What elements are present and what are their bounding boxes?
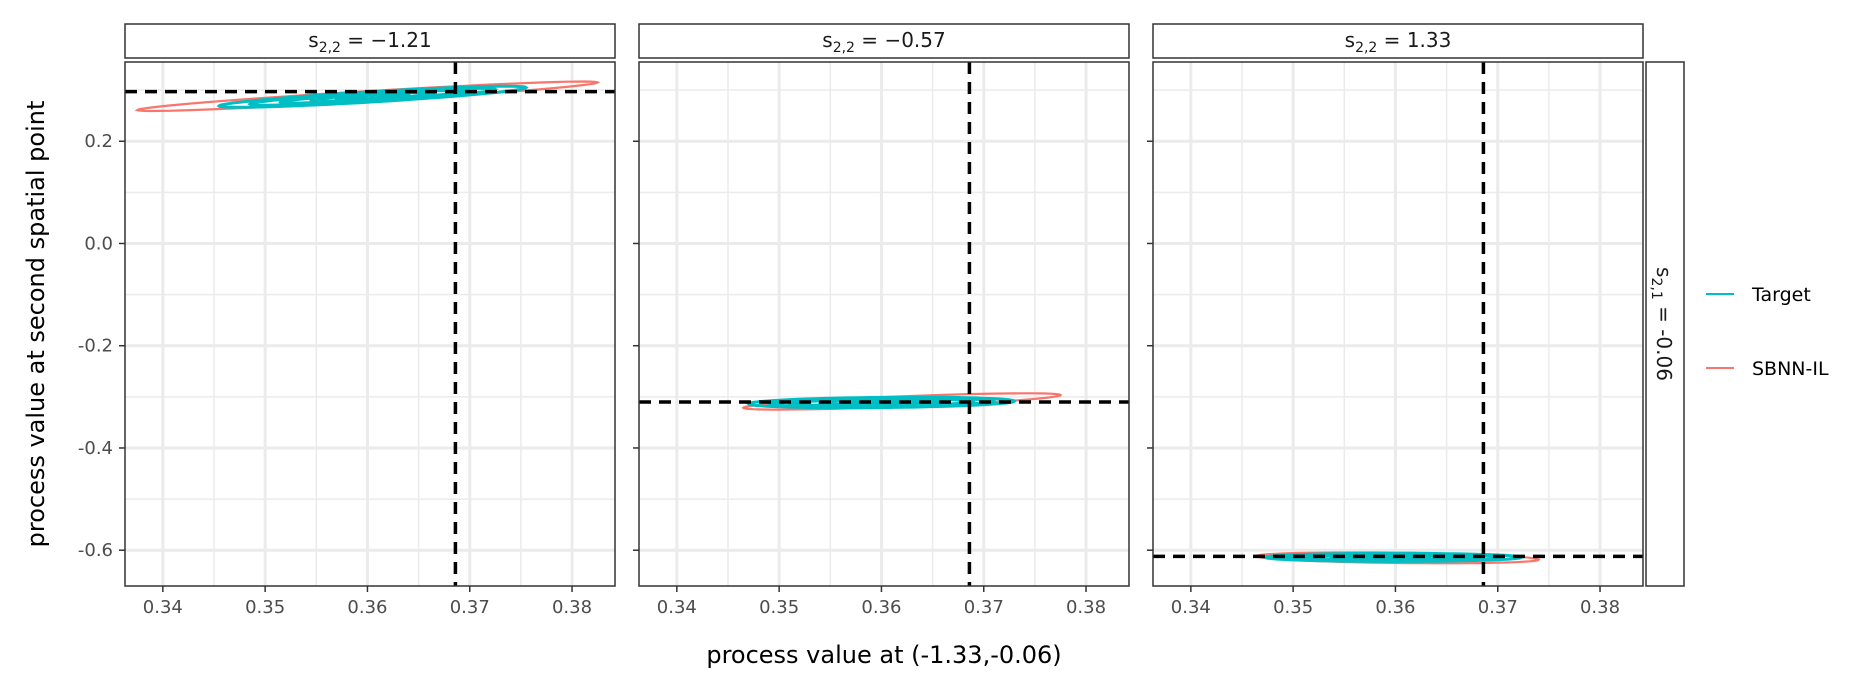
row-strip-box — [1645, 61, 1685, 587]
contour-target-level-5 — [334, 92, 411, 101]
strips-layer: s2,2 = −1.21 s2,2 = −0.57 s2,2 = 1.33 — [124, 23, 1644, 59]
strip-value: 1.33 — [1407, 28, 1452, 52]
y-axis-title: process value at second spatial point — [22, 101, 50, 548]
legend: Target SBNN-IL — [1706, 284, 1829, 380]
y-tick-label: -0.4 — [78, 438, 113, 459]
x-tick-label: 0.35 — [1273, 597, 1313, 618]
panel-border — [638, 61, 1130, 587]
row-strip-rel: = — [1652, 300, 1676, 329]
axes-layer: 0.34 0.35 0.36 0.37 0.38 0.2 0.0 -0.2 -0.4 -0.6 0.… — [78, 131, 1620, 618]
x-tick-label: 0.35 — [245, 597, 285, 618]
x-tick-label: 0.35 — [759, 597, 799, 618]
row-strip-value: -0.06 — [1652, 329, 1676, 381]
strip-label: s2,2 = −1.21 — [308, 28, 431, 56]
y-tick-label: -0.6 — [78, 540, 113, 561]
x-tick-label: 0.36 — [861, 597, 901, 618]
strip-label: s2,2 = 1.33 — [1345, 28, 1452, 56]
contours — [134, 80, 601, 113]
x-tick-label: 0.37 — [1478, 597, 1518, 618]
y-tick-label: 0.0 — [84, 233, 113, 254]
panel-border — [1152, 61, 1644, 587]
strip-rel: = — [341, 28, 370, 52]
x-tick-label: 0.34 — [1171, 597, 1211, 618]
x-tick-label: 0.37 — [964, 597, 1004, 618]
facet-panel-1 — [124, 61, 616, 587]
x-tick-label: 0.38 — [1066, 597, 1106, 618]
strip-sub: 2,2 — [319, 40, 341, 56]
row-strip-var: s — [1652, 267, 1676, 277]
strip-value: −0.57 — [884, 28, 945, 52]
strip-label: s2,2 = −0.57 — [822, 28, 945, 56]
strip-box — [124, 23, 616, 59]
x-tick-label: 0.37 — [450, 597, 490, 618]
x-axis-title: process value at (-1.33,-0.06) — [706, 641, 1061, 669]
strip-box — [1152, 23, 1644, 59]
row-strip-label: s2,1 = -0.06 — [1648, 267, 1676, 381]
y-tick-label: 0.2 — [84, 131, 113, 152]
panels-layer — [124, 61, 1644, 587]
grid-lines — [125, 62, 615, 586]
legend-label-sbnn-il: SBNN-IL — [1752, 358, 1829, 380]
x-tick-label: 0.36 — [347, 597, 387, 618]
facet-panel-2 — [638, 61, 1130, 587]
strip-3: s2,2 = 1.33 — [1152, 23, 1644, 59]
strip-rel: = — [855, 28, 884, 52]
strip-value: −1.21 — [370, 28, 431, 52]
x-tick-label: 0.36 — [1375, 597, 1415, 618]
grid-lines — [1153, 62, 1643, 586]
legend-label-target: Target — [1751, 284, 1811, 306]
y-tick-label: -0.2 — [78, 336, 113, 357]
strip-var: s — [1345, 28, 1355, 52]
panel-border — [124, 61, 616, 587]
facet-panel-3 — [1152, 61, 1644, 587]
row-strip-sub: 2,1 — [1648, 277, 1664, 299]
row-strip: s2,1 = -0.06 — [1645, 61, 1685, 587]
strip-box — [638, 23, 1130, 59]
strip-sub: 2,2 — [833, 40, 855, 56]
x-tick-label: 0.38 — [1580, 597, 1620, 618]
strip-1: s2,2 = −1.21 — [124, 23, 616, 59]
strip-var: s — [308, 28, 318, 52]
strip-2: s2,2 = −0.57 — [638, 23, 1130, 59]
x-tick-label: 0.38 — [552, 597, 592, 618]
x-tick-label: 0.34 — [657, 597, 697, 618]
strip-var: s — [822, 28, 832, 52]
strip-sub: 2,2 — [1355, 40, 1377, 56]
strip-rel: = — [1377, 28, 1406, 52]
x-tick-label: 0.34 — [143, 597, 183, 618]
